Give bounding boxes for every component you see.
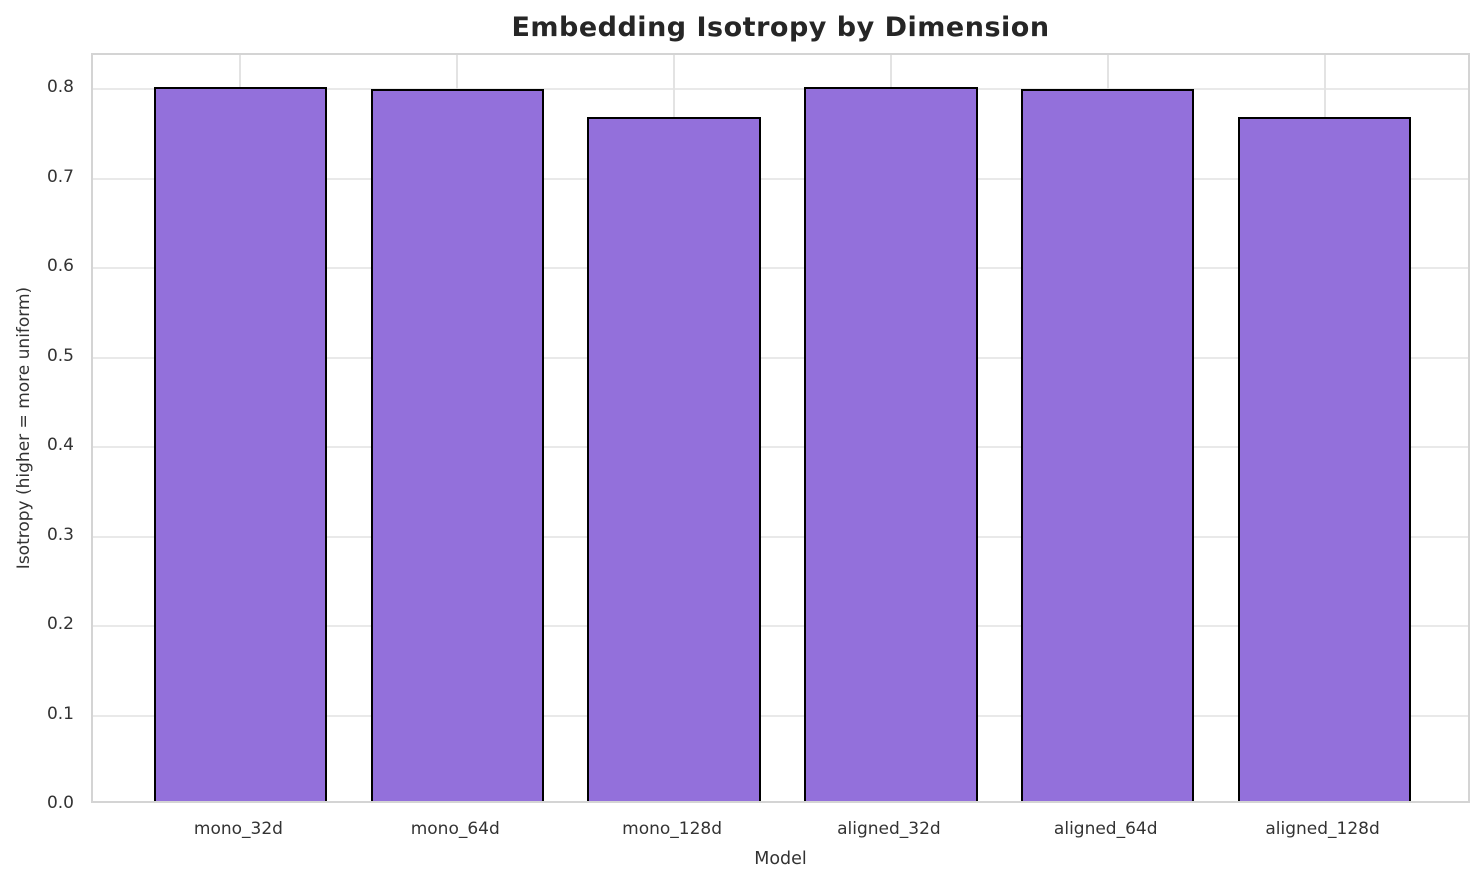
bar-aligned_64d bbox=[1021, 88, 1195, 801]
y-tick-label: 0.7 bbox=[46, 166, 74, 187]
h-gridline bbox=[93, 714, 1468, 717]
y-tick-label: 0.6 bbox=[46, 256, 74, 276]
h-gridline bbox=[93, 625, 1468, 627]
x-tick-label: mono_64d bbox=[410, 819, 500, 839]
y-tick-label: 0.2 bbox=[46, 614, 74, 634]
x-axis-label: Model bbox=[754, 849, 807, 869]
x-tick-label: mono_32d bbox=[193, 819, 283, 839]
h-gridline bbox=[93, 267, 1468, 269]
y-tick-label: 0.4 bbox=[46, 435, 74, 455]
h-gridline bbox=[93, 177, 1468, 180]
y-tick-label: 0.3 bbox=[46, 524, 74, 545]
h-gridline bbox=[93, 88, 1468, 90]
x-tick-label: aligned_64d bbox=[1053, 819, 1158, 839]
plot-area bbox=[91, 53, 1470, 803]
x-tick-label: mono_128d bbox=[622, 819, 723, 839]
bar-mono_128d bbox=[587, 117, 761, 801]
y-tick-label: 0.8 bbox=[46, 77, 74, 97]
x-tick-label: aligned_32d bbox=[837, 819, 941, 839]
y-tick-label: 0.5 bbox=[46, 345, 74, 366]
y-tick-label: 0.1 bbox=[46, 703, 74, 724]
chart-title: Embedding Isotropy by Dimension bbox=[511, 12, 1050, 43]
bar-mono_32d bbox=[153, 86, 328, 801]
h-gridline bbox=[93, 356, 1468, 359]
bar-aligned_32d bbox=[804, 86, 978, 801]
x-tick-label: aligned_128d bbox=[1265, 819, 1380, 839]
bar-mono_64d bbox=[370, 88, 544, 801]
h-gridline bbox=[93, 535, 1468, 538]
y-tick-label: 0.0 bbox=[46, 793, 74, 813]
y-axis-label: Isotropy (higher = more uniform) bbox=[14, 286, 34, 570]
bar-aligned_128d bbox=[1237, 117, 1412, 801]
h-gridline bbox=[93, 446, 1468, 448]
